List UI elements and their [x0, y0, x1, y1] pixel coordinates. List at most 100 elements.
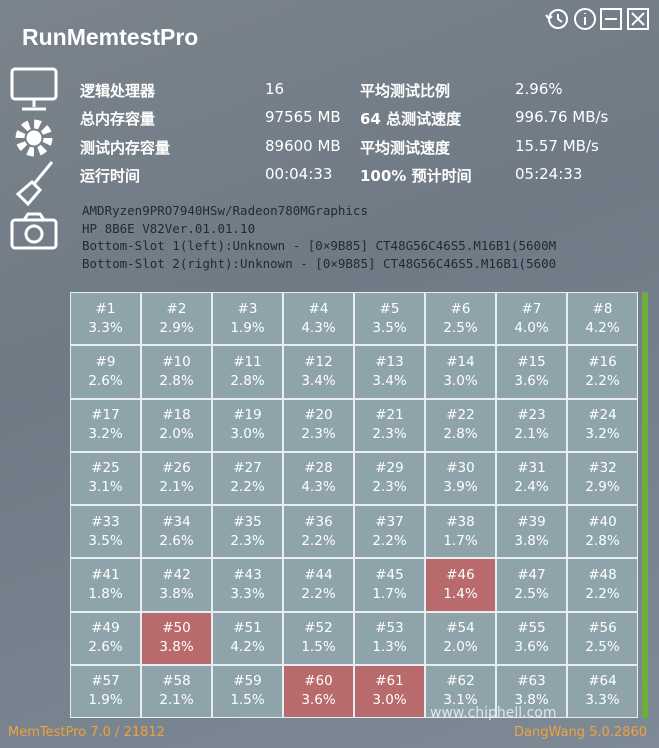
thread-value: 1.4% [443, 585, 478, 602]
thread-cell: #18 2.0% [142, 399, 211, 451]
info-button[interactable] [574, 8, 596, 30]
thread-label: #33 [91, 513, 120, 530]
stat-value: 89600 MB [265, 137, 341, 155]
thread-value: 1.3% [372, 639, 407, 656]
thread-cell: #58 2.1% [142, 665, 211, 717]
thread-label: #27 [233, 460, 262, 477]
thread-value: 1.8% [88, 585, 123, 602]
thread-cell: #38 1.7% [426, 506, 495, 558]
thread-cell: #12 3.4% [284, 346, 353, 398]
thread-value: 3.0% [230, 426, 265, 443]
thread-value: 2.3% [372, 426, 407, 443]
thread-label: #21 [375, 407, 404, 424]
thread-label: #35 [233, 513, 262, 530]
thread-label: #54 [446, 620, 475, 637]
thread-value: 1.5% [230, 692, 265, 709]
thread-cell: #26 2.1% [142, 452, 211, 504]
thread-cell: #29 2.3% [355, 452, 424, 504]
thread-label: #53 [375, 620, 404, 637]
camera-icon[interactable] [10, 212, 58, 250]
stat-label: 100% 预计时间 [360, 167, 472, 185]
thread-value: 2.3% [372, 479, 407, 496]
thread-cell: #7 4.0% [497, 293, 566, 345]
thread-value: 3.6% [514, 372, 549, 389]
thread-cell: #3 1.9% [213, 293, 282, 345]
thread-cell: #35 2.3% [213, 506, 282, 558]
thread-value: 3.5% [372, 319, 407, 336]
thread-cell: #2 2.9% [142, 293, 211, 345]
stat-value: 996.76 MB/s [515, 108, 609, 126]
thread-value: 4.2% [230, 639, 265, 656]
thread-cell: #21 2.3% [355, 399, 424, 451]
thread-cell: #56 2.5% [568, 612, 637, 664]
thread-cell: #60 3.6% [284, 665, 353, 717]
thread-label: #6 [450, 300, 471, 317]
thread-label: #44 [304, 566, 333, 583]
thread-cell: #23 2.1% [497, 399, 566, 451]
thread-cell: #41 1.8% [71, 559, 140, 611]
thread-label: #16 [588, 353, 617, 370]
thread-label: #17 [91, 407, 120, 424]
thread-value: 3.0% [372, 692, 407, 709]
window-controls [545, 8, 649, 30]
thread-label: #22 [446, 407, 475, 424]
thread-cell: #43 3.3% [213, 559, 282, 611]
thread-label: #46 [446, 566, 475, 583]
thread-value: 4.3% [301, 479, 336, 496]
thread-label: #23 [517, 407, 546, 424]
thread-label: #29 [375, 460, 404, 477]
thread-label: #26 [162, 460, 191, 477]
thread-label: #3 [237, 300, 258, 317]
thread-value: 3.1% [88, 479, 123, 496]
thread-label: #18 [162, 407, 191, 424]
thread-value: 2.6% [159, 532, 194, 549]
thread-cell: #53 1.3% [355, 612, 424, 664]
thread-label: #49 [91, 620, 120, 637]
thread-value: 4.3% [301, 319, 336, 336]
thread-cell: #31 2.4% [497, 452, 566, 504]
close-button[interactable] [627, 8, 649, 30]
thread-value: 2.8% [230, 372, 265, 389]
thread-label: #42 [162, 566, 191, 583]
thread-cell: #5 3.5% [355, 293, 424, 345]
info-line: HP 8B6E V82Ver.01.01.10 [82, 220, 256, 236]
thread-value: 2.1% [159, 479, 194, 496]
thread-cell: #49 2.6% [71, 612, 140, 664]
thread-label: #51 [233, 620, 262, 637]
thread-value: 3.3% [230, 585, 265, 602]
progress-bar [642, 292, 648, 718]
thread-label: #61 [375, 673, 404, 690]
thread-label: #39 [517, 513, 546, 530]
thread-value: 3.5% [88, 532, 123, 549]
thread-cell: #6 2.5% [426, 293, 495, 345]
thread-label: #55 [517, 620, 546, 637]
thread-cell: #30 3.9% [426, 452, 495, 504]
thread-value: 1.7% [443, 532, 478, 549]
thread-label: #63 [517, 673, 546, 690]
thread-cell: #9 2.6% [71, 346, 140, 398]
thread-label: #8 [592, 300, 613, 317]
thread-label: #13 [375, 353, 404, 370]
clean-icon[interactable] [15, 161, 54, 207]
monitor-icon[interactable] [10, 67, 58, 111]
thread-label: #34 [162, 513, 191, 530]
thread-cell: #32 2.9% [568, 452, 637, 504]
thread-label: #31 [517, 460, 546, 477]
thread-cell: #44 2.2% [284, 559, 353, 611]
stat-label: 运行时间 [80, 167, 141, 185]
thread-value: 4.0% [514, 319, 549, 336]
thread-label: #25 [91, 460, 120, 477]
thread-label: #1 [95, 300, 116, 317]
thread-value: 2.1% [159, 692, 194, 709]
thread-value: 3.6% [514, 639, 549, 656]
thread-cell: #59 1.5% [213, 665, 282, 717]
thread-cell: #17 3.2% [71, 399, 140, 451]
thread-label: #5 [379, 300, 400, 317]
thread-value: 2.8% [443, 426, 478, 443]
thread-cell: #57 1.9% [71, 665, 140, 717]
thread-value: 3.0% [443, 372, 478, 389]
thread-label: #38 [446, 513, 475, 530]
thread-value: 3.3% [88, 319, 123, 336]
minimize-button[interactable] [600, 8, 622, 30]
settings-icon[interactable] [15, 119, 53, 157]
